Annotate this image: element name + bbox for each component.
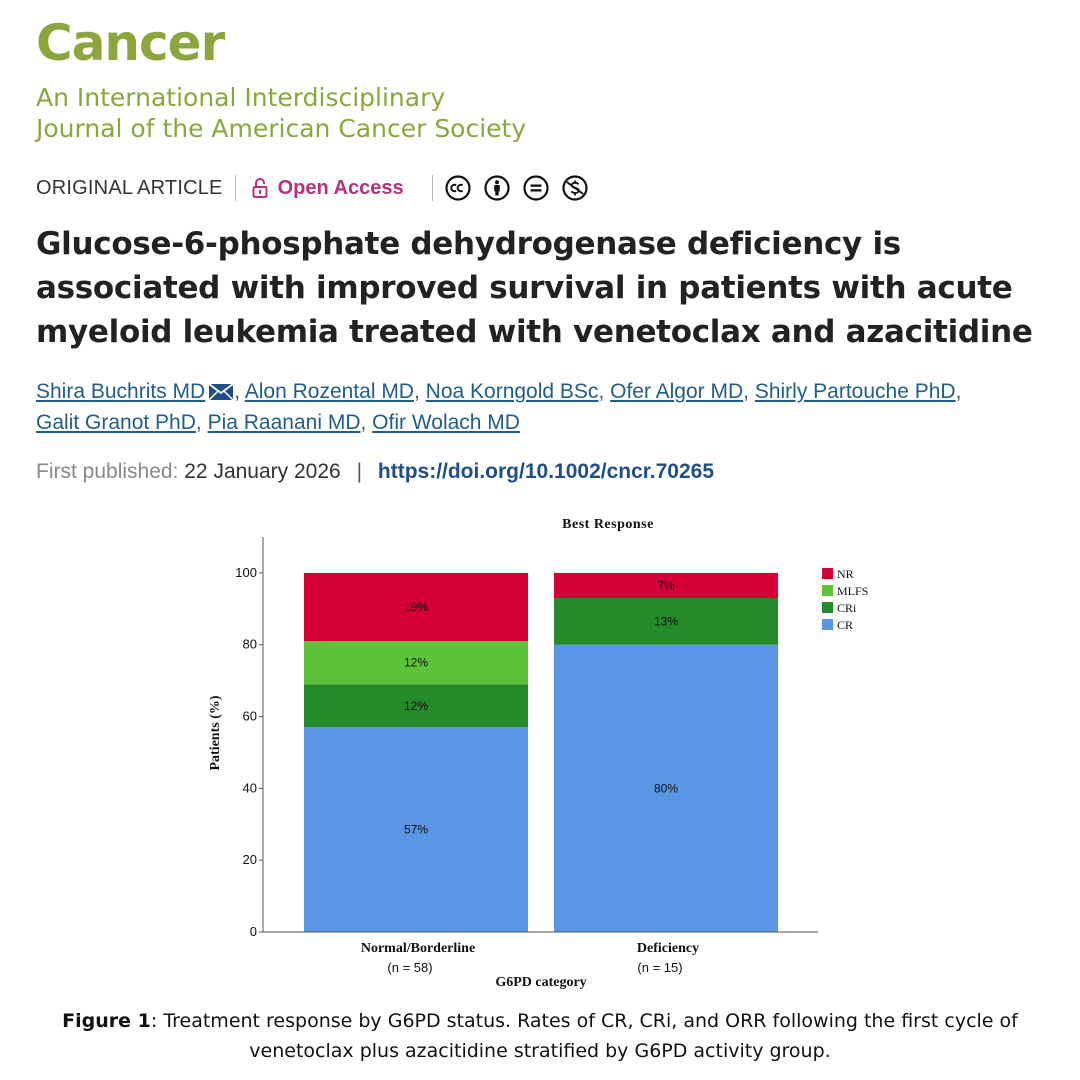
article-type: ORIGINAL ARTICLE: [36, 176, 223, 199]
x-axis-label: G6PD category: [495, 975, 586, 990]
author-separator: ,: [743, 380, 755, 403]
chart-title: Best Response: [562, 517, 654, 532]
legend-label: CR: [837, 618, 853, 632]
author-link[interactable]: Galit Granot PhD: [36, 411, 196, 434]
author-separator: ,: [598, 380, 611, 403]
author-link[interactable]: Noa Korngold BSc: [425, 380, 599, 403]
bar-segment-mlfs: [304, 641, 528, 685]
author-link[interactable]: Shirly Partouche PhD: [754, 380, 956, 403]
y-tick-label: 40: [243, 780, 257, 795]
author-separator: ,: [360, 411, 373, 434]
journal-subtitle-line1: An International Interdisciplinary: [36, 83, 446, 112]
author-separator: ,: [955, 380, 962, 403]
meta-divider: [234, 175, 236, 201]
bar-segment-nr: [554, 572, 778, 599]
x-tick-sublabel: (n = 58): [387, 960, 432, 975]
author-list: Shira Buchrits MD, Alon Rozental MD, Noa…: [36, 376, 1056, 438]
author-link[interactable]: Alon Rozental MD: [244, 380, 414, 403]
open-access-link[interactable]: Open Access: [277, 176, 404, 199]
y-axis-label: Patients (%): [208, 695, 223, 770]
nd-icon[interactable]: [522, 175, 549, 201]
best-response-chart: Best Response 57% 12% 12% 19% Normal/Borderli…: [208, 517, 868, 990]
journal-subtitle: An International Interdisciplinary Journ…: [36, 82, 526, 144]
x-tick-label: Deficiency: [637, 941, 699, 956]
bar-segment-cr: [304, 727, 528, 932]
article-title: Glucose-6-phosphate dehydrogenase defici…: [36, 226, 1033, 350]
first-published-label: First published:: [36, 460, 179, 483]
legend-label: NR: [837, 567, 854, 581]
data-label: 13%: [654, 614, 678, 628]
open-lock-icon: [252, 178, 268, 198]
x-tick-label: Normal/Borderline: [361, 941, 475, 956]
journal-name: Cancer: [36, 14, 225, 72]
bar-segment-cri: [554, 598, 778, 645]
data-label: 19%: [404, 600, 428, 614]
article-meta-row: ORIGINAL ARTICLE Open Access: [36, 174, 601, 202]
legend-label: CRi: [837, 601, 857, 615]
data-label: 12%: [404, 699, 428, 713]
legend-swatch-cri: [822, 602, 833, 613]
author-separator: ,: [413, 380, 426, 403]
author-link[interactable]: Shira Buchrits MD: [36, 380, 206, 403]
cc-icon[interactable]: [444, 175, 471, 201]
legend-swatch-nr: [822, 568, 833, 579]
x-tick-sublabel: (n = 15): [637, 960, 682, 975]
bar-segment-nr: [304, 572, 528, 642]
author-link[interactable]: Ofer Algor MD: [610, 380, 744, 403]
y-tick-label: 100: [235, 565, 257, 580]
journal-subtitle-line2: Journal of the American Cancer Society: [36, 114, 527, 143]
legend-swatch-mlfs: [822, 585, 833, 596]
data-label: 12%: [404, 656, 428, 670]
author-link[interactable]: Pia Raanani MD: [207, 411, 361, 434]
caption-label: Figure 1: [62, 1010, 151, 1032]
pub-separator: |: [356, 460, 363, 483]
figure-caption: Figure 1: Treatment response by G6PD sta…: [60, 1006, 1020, 1066]
doi-link[interactable]: https://doi.org/10.1002/cncr.70265: [377, 460, 715, 483]
caption-text: : Treatment response by G6PD status. Rat…: [150, 1010, 1018, 1062]
data-label: 7%: [657, 578, 675, 592]
y-tick-label: 80: [243, 637, 257, 652]
data-label: 57%: [404, 823, 428, 837]
legend-swatch-cr: [822, 619, 833, 630]
y-tick-label: 60: [243, 709, 257, 724]
data-label: 80%: [654, 781, 678, 795]
legend-label: MLFS: [837, 584, 868, 598]
author-separator: ,: [195, 411, 208, 434]
author-separator: ,: [234, 380, 245, 403]
bar-segment-cr: [554, 644, 778, 932]
first-published-date: 22 January 2026: [184, 460, 341, 483]
by-icon[interactable]: [483, 175, 510, 201]
y-tick-label: 20: [243, 852, 257, 867]
envelope-icon[interactable]: [208, 383, 234, 401]
nc-icon[interactable]: [561, 175, 588, 201]
publication-info: First published: 22 January 2026 | https…: [36, 460, 714, 484]
author-link[interactable]: Ofir Wolach MD: [372, 411, 520, 434]
bar-segment-cri: [304, 684, 528, 728]
meta-divider-2: [431, 175, 433, 201]
y-tick-label: 0: [250, 924, 257, 939]
